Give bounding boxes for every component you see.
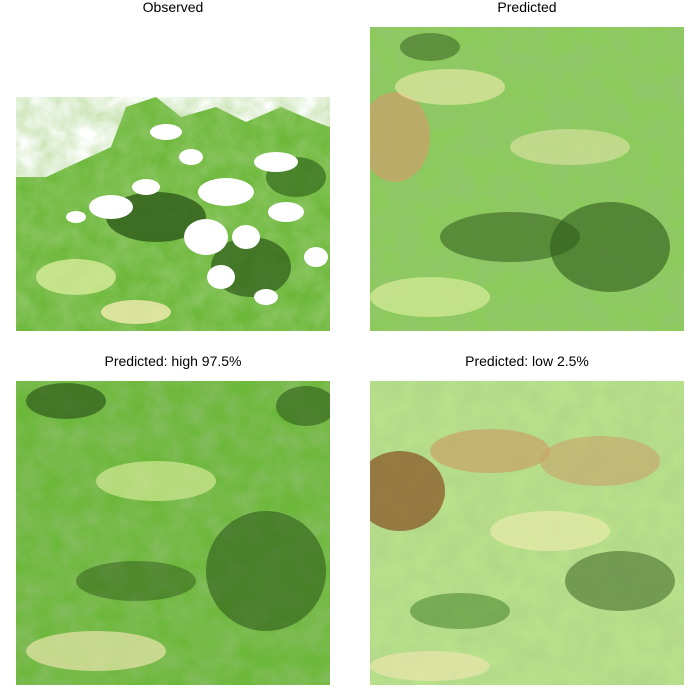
panel-title-predicted-high: Predicted: high 97.5%	[104, 353, 242, 369]
map-observed	[16, 27, 330, 331]
map-predicted-high	[16, 381, 330, 685]
panel-observed: Observed	[16, 0, 330, 331]
panel-title-predicted-low: Predicted: low 2.5%	[465, 353, 589, 369]
map-predicted	[370, 27, 684, 331]
panel-title-predicted: Predicted	[497, 0, 557, 15]
panel-predicted-low: Predicted: low 2.5%	[370, 353, 684, 685]
panel-predicted-high: Predicted: high 97.5%	[16, 353, 330, 685]
panel-title-observed: Observed	[142, 0, 204, 15]
map-predicted-low	[370, 381, 684, 685]
panel-predicted: Predicted	[370, 0, 684, 331]
